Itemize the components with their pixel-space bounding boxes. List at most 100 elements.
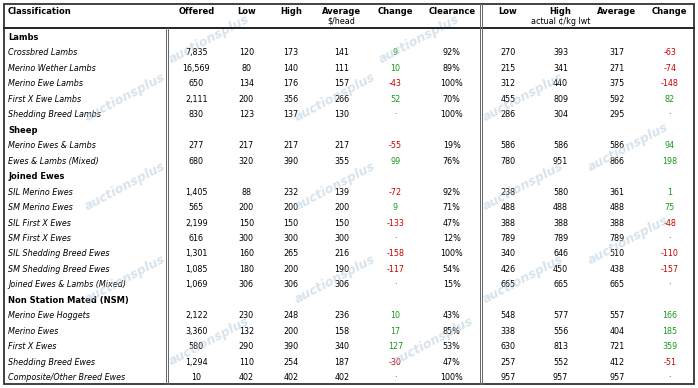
Text: 132: 132 xyxy=(239,327,254,336)
Text: -157: -157 xyxy=(661,265,679,274)
Text: 356: 356 xyxy=(283,95,298,104)
Text: 76%: 76% xyxy=(443,157,461,166)
Text: 217: 217 xyxy=(239,141,254,150)
Text: Merino Ewes & Lambs: Merino Ewes & Lambs xyxy=(8,141,96,150)
Text: 17: 17 xyxy=(390,327,401,336)
Text: Low: Low xyxy=(237,7,255,17)
Text: 190: 190 xyxy=(334,265,349,274)
Text: 402: 402 xyxy=(239,373,254,382)
Text: 257: 257 xyxy=(500,358,516,367)
Text: 1,294: 1,294 xyxy=(185,358,208,367)
Text: 361: 361 xyxy=(609,187,625,197)
Text: 390: 390 xyxy=(283,342,298,352)
Text: auctionsplus: auctionsplus xyxy=(292,253,378,306)
Text: 721: 721 xyxy=(609,342,625,352)
Text: 217: 217 xyxy=(334,141,349,150)
Text: 340: 340 xyxy=(334,342,349,352)
Text: 455: 455 xyxy=(500,95,516,104)
Text: 388: 388 xyxy=(500,218,516,227)
Text: auctionsplus: auctionsplus xyxy=(83,159,168,213)
Text: ·: · xyxy=(394,281,396,289)
Text: 10: 10 xyxy=(390,64,401,73)
Text: -63: -63 xyxy=(663,48,676,57)
Text: 47%: 47% xyxy=(443,218,461,227)
Text: 341: 341 xyxy=(553,64,568,73)
Text: 488: 488 xyxy=(609,203,625,212)
Text: Crossbred Lambs: Crossbred Lambs xyxy=(8,48,77,57)
Text: -158: -158 xyxy=(387,249,404,258)
Text: $/head: $/head xyxy=(328,17,356,26)
Text: 577: 577 xyxy=(553,312,568,320)
Text: 957: 957 xyxy=(500,373,516,382)
Text: 488: 488 xyxy=(500,203,516,212)
Text: 200: 200 xyxy=(239,95,254,104)
Text: ·: · xyxy=(394,373,396,382)
Text: 789: 789 xyxy=(500,234,516,243)
Text: -110: -110 xyxy=(661,249,678,258)
Text: 375: 375 xyxy=(609,79,625,88)
Text: Change: Change xyxy=(378,7,413,17)
Text: auctionsplus: auctionsplus xyxy=(481,253,566,306)
Text: 140: 140 xyxy=(283,64,298,73)
Text: Merino Ewe Hoggets: Merino Ewe Hoggets xyxy=(8,312,90,320)
Text: auctionsplus: auctionsplus xyxy=(167,315,252,368)
Text: 2,199: 2,199 xyxy=(185,218,208,227)
Text: 312: 312 xyxy=(500,79,516,88)
Text: SM First X Ewes: SM First X Ewes xyxy=(8,234,71,243)
Text: High: High xyxy=(549,7,572,17)
Text: 92%: 92% xyxy=(443,187,461,197)
Text: 100%: 100% xyxy=(440,79,463,88)
Text: 789: 789 xyxy=(609,234,625,243)
Text: 266: 266 xyxy=(334,95,349,104)
Text: -148: -148 xyxy=(661,79,678,88)
Text: 88: 88 xyxy=(242,187,251,197)
Text: auctionsplus: auctionsplus xyxy=(83,253,168,306)
Text: 300: 300 xyxy=(334,234,349,243)
Text: 150: 150 xyxy=(334,218,349,227)
Text: auctionsplus: auctionsplus xyxy=(481,159,566,213)
Text: 306: 306 xyxy=(334,281,349,289)
Text: -43: -43 xyxy=(389,79,402,88)
Text: 592: 592 xyxy=(609,95,625,104)
Text: 665: 665 xyxy=(500,281,516,289)
Text: 71%: 71% xyxy=(443,203,461,212)
Text: 388: 388 xyxy=(609,218,625,227)
Text: Lambs: Lambs xyxy=(8,33,38,42)
Text: 789: 789 xyxy=(553,234,568,243)
Text: 200: 200 xyxy=(283,327,298,336)
Text: 646: 646 xyxy=(553,249,568,258)
Text: 100%: 100% xyxy=(440,249,463,258)
Text: 158: 158 xyxy=(334,327,349,336)
Text: 70%: 70% xyxy=(443,95,461,104)
Text: 951: 951 xyxy=(553,157,568,166)
Text: 306: 306 xyxy=(283,281,298,289)
Text: 200: 200 xyxy=(283,265,298,274)
Text: 650: 650 xyxy=(189,79,204,88)
Text: 548: 548 xyxy=(500,312,516,320)
Text: 185: 185 xyxy=(662,327,678,336)
Text: ·: · xyxy=(669,110,671,119)
Text: 277: 277 xyxy=(188,141,204,150)
Text: 510: 510 xyxy=(609,249,625,258)
Text: 586: 586 xyxy=(553,141,568,150)
Text: -48: -48 xyxy=(663,218,676,227)
Text: 166: 166 xyxy=(662,312,677,320)
Text: Joined Ewes & Lambs (Mixed): Joined Ewes & Lambs (Mixed) xyxy=(8,281,126,289)
Text: Shedding Breed Lambs: Shedding Breed Lambs xyxy=(8,110,101,119)
Text: 404: 404 xyxy=(609,327,625,336)
Text: 7,835: 7,835 xyxy=(185,48,208,57)
Text: -55: -55 xyxy=(389,141,402,150)
Text: 580: 580 xyxy=(553,187,568,197)
Text: 232: 232 xyxy=(283,187,298,197)
Text: First X Ewe Lambs: First X Ewe Lambs xyxy=(8,95,81,104)
Text: auctionsplus: auctionsplus xyxy=(376,12,461,66)
Text: 565: 565 xyxy=(188,203,204,212)
Text: 440: 440 xyxy=(553,79,568,88)
Text: -74: -74 xyxy=(663,64,676,73)
Text: Average: Average xyxy=(322,7,362,17)
Text: 488: 488 xyxy=(553,203,568,212)
Text: -72: -72 xyxy=(389,187,402,197)
Text: 127: 127 xyxy=(388,342,403,352)
Text: Non Station Mated (NSM): Non Station Mated (NSM) xyxy=(8,296,128,305)
Text: High: High xyxy=(280,7,302,17)
